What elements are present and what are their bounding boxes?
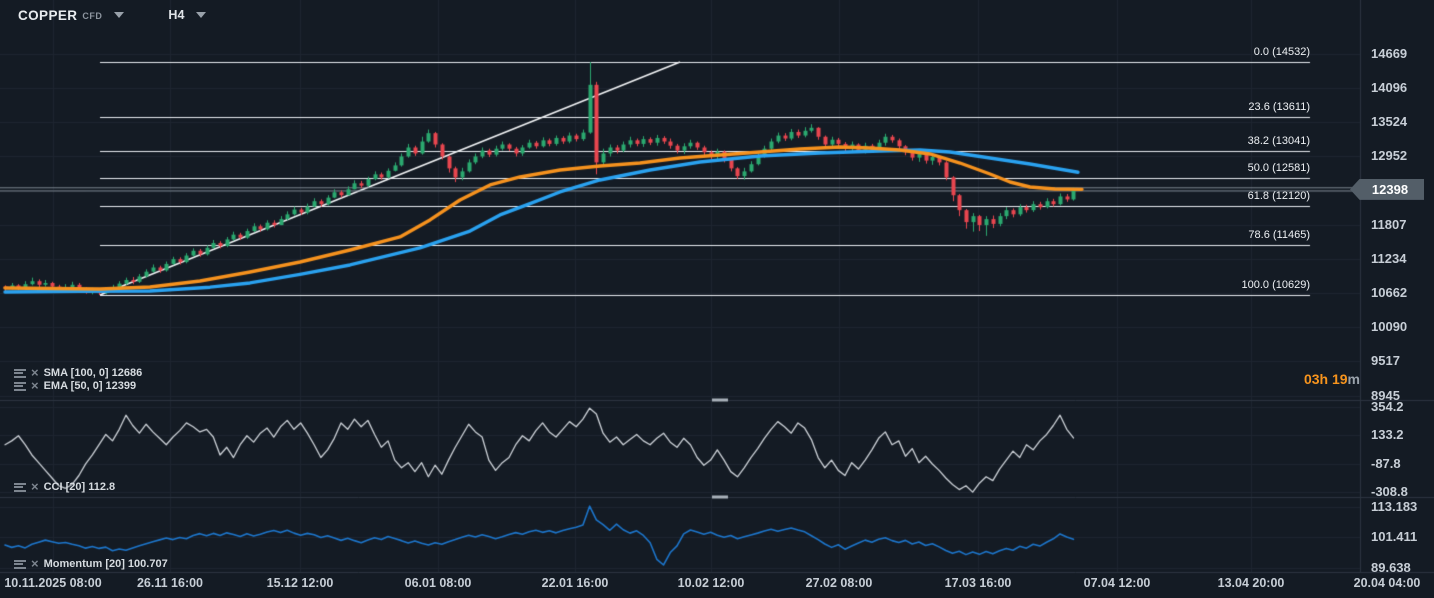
timeframe-label: H4: [168, 8, 185, 22]
legend-ema-label: EMA [50, 0] 12399: [43, 380, 137, 392]
time-axis-label: 27.02 08:00: [805, 576, 873, 590]
price-axis-label: 8945: [1371, 387, 1400, 403]
indicator-settings-icon[interactable]: [14, 368, 26, 378]
time-axis-label: 10.02 12:00: [677, 576, 745, 590]
time-axis-label: 15.12 12:00: [266, 576, 334, 590]
price-axis-label: 13524: [1371, 114, 1408, 130]
legend-ema: × EMA [50, 0] 12399: [14, 378, 137, 393]
indicator-remove-icon[interactable]: ×: [31, 378, 39, 393]
time-axis-label: 26.11 16:00: [136, 576, 204, 590]
legend-sma: × SMA [100, 0] 12686: [14, 365, 143, 380]
time-axis-label: 10.11.2025 08:00: [4, 576, 102, 590]
fib-level-label: 50.0 (12581): [1247, 162, 1310, 175]
momentum-axis-label: 101.411: [1371, 529, 1418, 545]
legend-cci: × CCI [20] 112.8: [14, 479, 116, 494]
legend-momentum: × Momentum [20] 100.707: [14, 556, 168, 571]
fib-level-label: 78.6 (11465): [1248, 229, 1310, 242]
toolbar: COPPER CFD H4: [0, 0, 207, 30]
cci-axis-label: 354.2: [1371, 399, 1404, 414]
symbol-selector[interactable]: COPPER CFD: [18, 7, 125, 23]
momentum-axis-label: 113.183: [1371, 499, 1418, 514]
fib-level-label: 61.8 (12120): [1247, 189, 1310, 202]
price-axis-label: 10090: [1371, 319, 1408, 335]
price-axis-label: 11807: [1371, 216, 1407, 232]
momentum-axis-label: 89.638: [1371, 560, 1411, 575]
indicator-settings-icon[interactable]: [14, 381, 26, 391]
cci-axis-label: 133.2: [1371, 427, 1404, 443]
time-axis-label: 22.01 16:00: [541, 576, 609, 590]
indicator-remove-icon[interactable]: ×: [31, 365, 39, 380]
symbol-caret-down-icon: [114, 12, 125, 18]
indicator-settings-icon[interactable]: [14, 559, 26, 569]
fib-level-label: 100.0 (10629): [1241, 279, 1311, 291]
legend-cci-label: CCI [20] 112.8: [43, 481, 116, 493]
symbol-label: COPPER: [18, 7, 78, 23]
time-axis-label: 13.04 20:00: [1217, 576, 1285, 590]
time-axis-label: 06.01 08:00: [404, 576, 472, 590]
legend-momentum-label: Momentum [20] 100.707: [43, 558, 168, 570]
price-axis-label: 12952: [1371, 148, 1408, 164]
price-axis-label: 14669: [1371, 45, 1408, 61]
cci-axis-label: -87.8: [1371, 455, 1401, 471]
current-price-tag: 12398: [1350, 178, 1424, 200]
timeframe-selector[interactable]: H4: [168, 8, 207, 22]
time-axis-label: 07.04 12:00: [1083, 576, 1151, 590]
indicator-remove-icon[interactable]: ×: [31, 479, 39, 494]
time-axis-label: 17.03 16:00: [944, 576, 1012, 590]
fib-level-label: 38.2 (13041): [1247, 135, 1310, 147]
instrument-type-label: CFD: [82, 11, 103, 21]
fib-level-label: 0.0 (14532): [1253, 46, 1310, 58]
legend-sma-label: SMA [100, 0] 12686: [43, 367, 143, 379]
fib-level-label: 23.6 (13611): [1248, 100, 1310, 113]
price-axis-label: 9517: [1371, 353, 1400, 369]
price-axis-label: 11234: [1371, 250, 1407, 266]
price-axis-label: 10662: [1371, 285, 1408, 301]
indicator-remove-icon[interactable]: ×: [31, 556, 39, 571]
cci-axis-label: -308.8: [1371, 484, 1408, 499]
bar-countdown-timer: 03h 19m: [1303, 371, 1360, 387]
time-axis-label: 20.04 04:00: [1353, 576, 1421, 590]
price-axis-label: 14096: [1371, 80, 1408, 96]
indicator-settings-icon[interactable]: [14, 482, 26, 492]
timeframe-caret-down-icon: [196, 12, 207, 18]
